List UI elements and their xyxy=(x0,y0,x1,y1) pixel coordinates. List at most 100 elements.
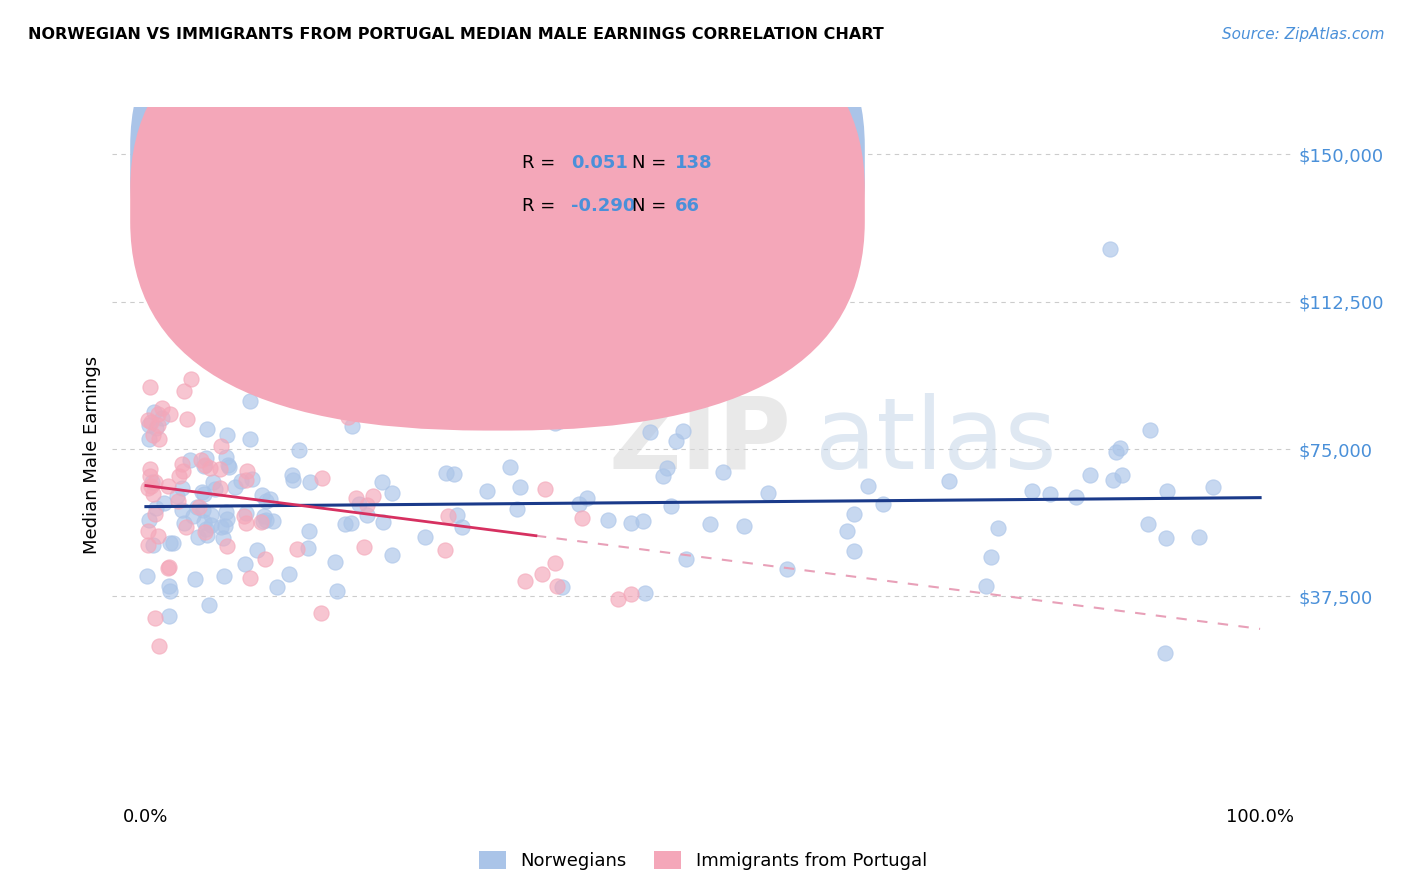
Point xyxy=(434,467,457,481)
Point xyxy=(201,475,224,489)
FancyBboxPatch shape xyxy=(131,0,865,388)
Point xyxy=(571,511,593,525)
FancyBboxPatch shape xyxy=(467,128,738,235)
Text: 0.051: 0.051 xyxy=(571,153,627,171)
Point xyxy=(568,497,591,511)
Point xyxy=(546,579,568,593)
Y-axis label: Median Male Earnings: Median Male Earnings xyxy=(83,356,101,554)
Point xyxy=(262,514,284,528)
Point xyxy=(1139,423,1161,437)
Text: R =: R = xyxy=(522,197,555,215)
Point xyxy=(193,459,215,474)
Point xyxy=(235,506,257,520)
Point xyxy=(1109,441,1132,455)
Point xyxy=(337,409,360,424)
Point xyxy=(150,401,173,415)
Point xyxy=(858,479,880,493)
Point xyxy=(311,471,333,485)
Point xyxy=(141,478,163,492)
Point xyxy=(148,417,170,432)
Point xyxy=(672,425,695,439)
Point xyxy=(253,508,276,523)
Point xyxy=(733,519,755,533)
Point xyxy=(170,458,193,472)
Point xyxy=(344,491,367,505)
Point xyxy=(172,503,194,517)
Point xyxy=(198,598,221,612)
Point xyxy=(842,544,865,558)
Point xyxy=(173,384,195,398)
Point xyxy=(159,583,181,598)
Point xyxy=(620,516,643,530)
Point xyxy=(159,407,181,421)
FancyBboxPatch shape xyxy=(131,0,865,431)
Point xyxy=(1154,647,1177,661)
Point xyxy=(361,489,384,503)
Text: N =: N = xyxy=(633,197,666,215)
Point xyxy=(1102,473,1125,487)
Point xyxy=(1021,484,1043,499)
Point xyxy=(209,461,232,475)
Point xyxy=(145,500,167,515)
Text: ZIP: ZIP xyxy=(609,392,792,490)
Point xyxy=(204,482,226,496)
Point xyxy=(139,469,162,483)
Point xyxy=(162,535,184,549)
Point xyxy=(1111,467,1133,482)
Point xyxy=(326,584,349,599)
Point xyxy=(212,532,235,546)
Point xyxy=(195,522,218,536)
Point xyxy=(509,480,531,494)
Point xyxy=(200,518,222,533)
Point xyxy=(297,541,319,556)
Point xyxy=(699,516,721,531)
Point xyxy=(224,480,246,494)
Point xyxy=(513,574,536,588)
Point xyxy=(183,508,205,523)
Point xyxy=(138,513,160,527)
Point xyxy=(136,413,159,427)
Point xyxy=(136,524,159,539)
Point xyxy=(157,579,180,593)
Point xyxy=(142,487,165,501)
Point xyxy=(214,568,236,582)
Point xyxy=(179,452,201,467)
Point xyxy=(184,573,207,587)
Point xyxy=(198,460,221,475)
Point xyxy=(135,569,157,583)
Point xyxy=(974,578,997,592)
Point xyxy=(156,561,179,575)
Point xyxy=(233,557,256,571)
Text: 66: 66 xyxy=(675,197,700,215)
Point xyxy=(288,443,311,458)
Point xyxy=(235,464,257,478)
Point xyxy=(596,513,619,527)
Point xyxy=(980,550,1002,565)
Point xyxy=(575,491,598,506)
Point xyxy=(505,501,527,516)
Point xyxy=(246,543,269,558)
Point xyxy=(190,453,212,467)
Point xyxy=(191,502,214,516)
Point xyxy=(250,488,273,502)
Point xyxy=(499,460,522,475)
Point xyxy=(157,608,180,623)
Point xyxy=(347,497,370,511)
Point xyxy=(253,552,276,566)
Text: atlas: atlas xyxy=(815,392,1057,490)
Point xyxy=(1188,530,1211,544)
Point xyxy=(167,468,190,483)
Point xyxy=(193,487,215,501)
Point xyxy=(239,393,262,408)
Point xyxy=(173,516,195,530)
Point xyxy=(138,432,160,446)
Point xyxy=(551,581,574,595)
Point xyxy=(340,418,363,433)
Point xyxy=(254,513,277,527)
Point xyxy=(141,475,163,489)
Point xyxy=(239,432,262,446)
Point xyxy=(675,551,697,566)
Point xyxy=(239,571,262,585)
Point xyxy=(1105,445,1128,459)
Point xyxy=(157,560,180,574)
